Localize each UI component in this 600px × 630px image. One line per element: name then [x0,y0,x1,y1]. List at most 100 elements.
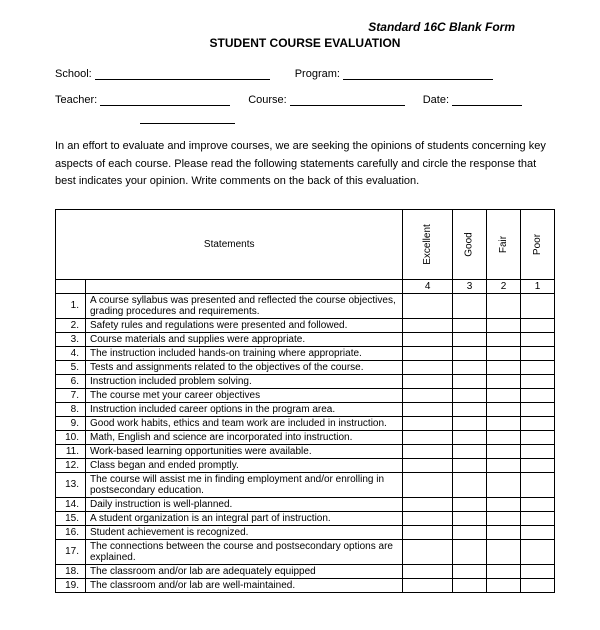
rating-cell[interactable] [403,430,453,444]
rating-value-2: 2 [487,279,521,293]
rating-cell[interactable] [521,360,555,374]
rating-cell[interactable] [403,416,453,430]
rating-cell[interactable] [403,472,453,497]
rating-cell[interactable] [453,332,487,346]
rating-cell[interactable] [403,318,453,332]
rating-cell[interactable] [403,578,453,592]
rating-cell[interactable] [403,388,453,402]
row-statement: Course materials and supplies were appro… [86,332,403,346]
rating-cell[interactable] [403,564,453,578]
rating-cell[interactable] [487,525,521,539]
rating-cell[interactable] [453,360,487,374]
rating-cell[interactable] [453,374,487,388]
teacher-input-line[interactable] [100,94,230,106]
rating-cell[interactable] [453,525,487,539]
row-statement: Safety rules and regulations were presen… [86,318,403,332]
rating-cell[interactable] [487,472,521,497]
teacher-input-line-2[interactable] [140,112,235,124]
rating-cell[interactable] [521,430,555,444]
row-number: 2. [56,318,86,332]
row-statement: The course met your career objectives [86,388,403,402]
rating-cell[interactable] [403,360,453,374]
rating-cell[interactable] [521,525,555,539]
rating-cell[interactable] [487,402,521,416]
rating-cell[interactable] [453,430,487,444]
rating-cell[interactable] [403,293,453,318]
rating-cell[interactable] [453,346,487,360]
rating-cell[interactable] [521,539,555,564]
rating-cell[interactable] [487,511,521,525]
rating-cell[interactable] [403,458,453,472]
rating-cell[interactable] [521,472,555,497]
row-number: 7. [56,388,86,402]
rating-cell[interactable] [403,497,453,511]
rating-cell[interactable] [521,458,555,472]
rating-cell[interactable] [453,293,487,318]
rating-cell[interactable] [487,416,521,430]
table-value-row: 4 3 2 1 [56,279,555,293]
rating-cell[interactable] [453,539,487,564]
date-label: Date: [423,94,449,106]
rating-cell[interactable] [453,444,487,458]
rating-cell[interactable] [521,374,555,388]
rating-cell[interactable] [487,564,521,578]
rating-cell[interactable] [403,346,453,360]
course-input-line[interactable] [290,94,405,106]
rating-cell[interactable] [521,293,555,318]
rating-cell[interactable] [487,430,521,444]
rating-cell[interactable] [521,402,555,416]
rating-header-poor: Poor [521,209,555,279]
rating-cell[interactable] [521,332,555,346]
rating-cell[interactable] [487,388,521,402]
rating-cell[interactable] [487,578,521,592]
rating-cell[interactable] [487,458,521,472]
school-input-line[interactable] [95,68,270,80]
rating-cell[interactable] [487,374,521,388]
rating-cell[interactable] [487,539,521,564]
rating-cell[interactable] [487,293,521,318]
rating-cell[interactable] [403,402,453,416]
rating-cell[interactable] [453,564,487,578]
rating-cell[interactable] [521,497,555,511]
rating-cell[interactable] [487,332,521,346]
rating-cell[interactable] [403,374,453,388]
rating-cell[interactable] [521,416,555,430]
rating-cell[interactable] [521,511,555,525]
rating-cell[interactable] [521,578,555,592]
rating-cell[interactable] [403,525,453,539]
row-number: 4. [56,346,86,360]
row-statement: Student achievement is recognized. [86,525,403,539]
rating-cell[interactable] [487,346,521,360]
rating-cell[interactable] [453,416,487,430]
table-row: 17.The connections between the course an… [56,539,555,564]
rating-cell[interactable] [521,444,555,458]
table-row: 10.Math, English and science are incorpo… [56,430,555,444]
rating-value-1: 1 [521,279,555,293]
rating-cell[interactable] [487,360,521,374]
rating-cell[interactable] [521,318,555,332]
rating-header-excellent: Excellent [403,209,453,279]
row-number: 13. [56,472,86,497]
rating-cell[interactable] [487,318,521,332]
rating-cell[interactable] [453,458,487,472]
rating-cell[interactable] [521,346,555,360]
rating-cell[interactable] [487,444,521,458]
rating-cell[interactable] [487,497,521,511]
rating-cell[interactable] [521,564,555,578]
row-number: 3. [56,332,86,346]
rating-cell[interactable] [453,578,487,592]
rating-cell[interactable] [521,388,555,402]
rating-cell[interactable] [453,402,487,416]
rating-cell[interactable] [403,444,453,458]
rating-cell[interactable] [453,497,487,511]
rating-cell[interactable] [453,318,487,332]
rating-cell[interactable] [403,332,453,346]
rating-cell[interactable] [403,539,453,564]
date-input-line[interactable] [452,94,522,106]
row-statement: Class began and ended promptly. [86,458,403,472]
rating-cell[interactable] [453,388,487,402]
rating-cell[interactable] [453,511,487,525]
program-input-line[interactable] [343,68,493,80]
rating-cell[interactable] [403,511,453,525]
rating-cell[interactable] [453,472,487,497]
